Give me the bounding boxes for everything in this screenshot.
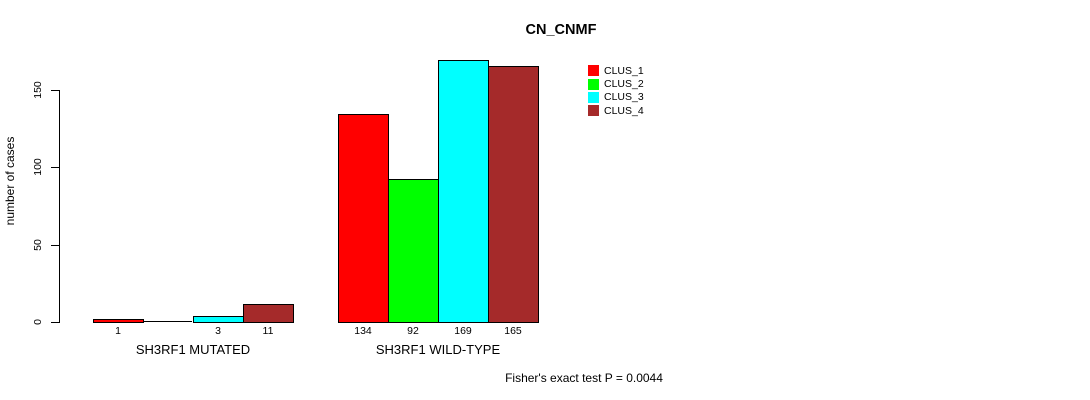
y-tick-label: 100 <box>32 158 44 177</box>
bar <box>438 59 489 323</box>
legend-label: CLUS_2 <box>604 78 644 91</box>
legend-label: CLUS_3 <box>604 91 644 104</box>
y-axis-line <box>59 90 60 323</box>
bar <box>93 319 144 323</box>
legend-item: CLUS_3 <box>588 91 644 104</box>
bar <box>338 113 389 323</box>
group-label: SH3RF1 WILD-TYPE <box>375 342 501 357</box>
legend-label: CLUS_4 <box>604 104 644 117</box>
y-tick <box>51 167 59 169</box>
bar-value-label: 165 <box>504 325 522 337</box>
bar <box>388 178 439 323</box>
bar-value-label: 134 <box>354 325 372 337</box>
legend-swatch <box>588 91 599 103</box>
legend-item: CLUS_1 <box>588 64 644 77</box>
annotation-text: Fisher's exact test P = 0.0044 <box>505 371 663 385</box>
y-tick <box>51 90 59 91</box>
legend-item: CLUS_4 <box>588 104 644 117</box>
bar <box>193 316 244 323</box>
y-axis-label: number of cases <box>3 136 17 226</box>
bar <box>488 65 539 323</box>
legend-item: CLUS_2 <box>588 77 644 90</box>
y-tick-label: 150 <box>32 81 44 99</box>
legend-swatch <box>588 78 599 90</box>
y-tick <box>51 244 59 246</box>
legend-label: CLUS_1 <box>604 64 644 77</box>
y-tick-label: 0 <box>32 319 44 325</box>
chart-title: CN_CNMF <box>525 22 597 38</box>
bar <box>243 303 294 323</box>
group-label: SH3RF1 MUTATED <box>135 342 251 357</box>
legend-swatch <box>588 105 599 117</box>
bar-value-label: 11 <box>262 325 274 337</box>
legend: CLUS_1 CLUS_2 CLUS_3 CLUS_4 <box>588 64 644 118</box>
bar <box>143 321 192 322</box>
bar-value-label: 3 <box>215 325 221 337</box>
y-tick <box>51 322 59 323</box>
bar-value-label: 92 <box>407 325 419 337</box>
y-tick-label: 50 <box>32 238 44 251</box>
legend-swatch <box>588 65 599 77</box>
bar-value-label: 169 <box>454 325 472 337</box>
bar-value-label: 1 <box>115 325 121 337</box>
